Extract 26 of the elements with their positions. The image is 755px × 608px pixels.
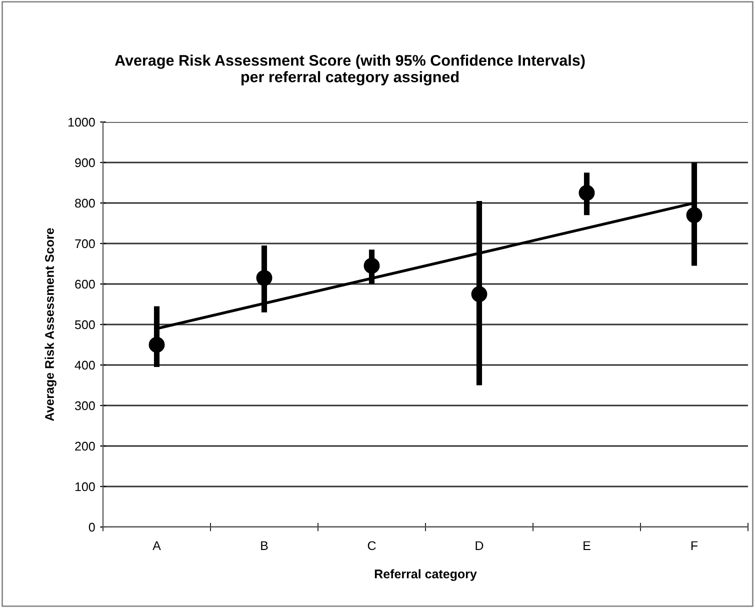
point xyxy=(364,258,380,274)
chart-title: Average Risk Assessment Score (with 95% Confidence Intervals) per referral category assigned xyxy=(114,54,585,86)
x-tick-label: E xyxy=(584,541,590,550)
y-tick-label: 300 xyxy=(74,401,95,410)
y-tick-label: 400 xyxy=(74,360,95,370)
x-axis-title: Referral category xyxy=(374,569,477,581)
y-tick-label: 600 xyxy=(75,280,95,289)
point xyxy=(148,336,165,353)
point xyxy=(686,207,702,224)
y-tick-label: 500 xyxy=(75,320,95,330)
x-tick-label: B xyxy=(261,541,268,550)
y-tick-label: 0 xyxy=(88,522,95,532)
point xyxy=(256,270,272,286)
y-tick-label: 200 xyxy=(75,442,95,451)
x-tick-label: C xyxy=(368,541,376,550)
y-tick-label: 800 xyxy=(75,198,95,208)
x-tick-label: A xyxy=(152,541,161,550)
y-tick-label: 1000 xyxy=(68,118,95,127)
x-tick-label: D xyxy=(476,541,484,550)
y-axis-title: Average Risk Assessment Score xyxy=(44,228,56,421)
y-tick-label: 700 xyxy=(75,239,95,248)
y-tick-label: 900 xyxy=(75,158,95,168)
point xyxy=(471,286,488,302)
point xyxy=(578,184,595,201)
x-tick-label: F xyxy=(691,541,698,550)
y-tick-label: 100 xyxy=(75,482,95,492)
